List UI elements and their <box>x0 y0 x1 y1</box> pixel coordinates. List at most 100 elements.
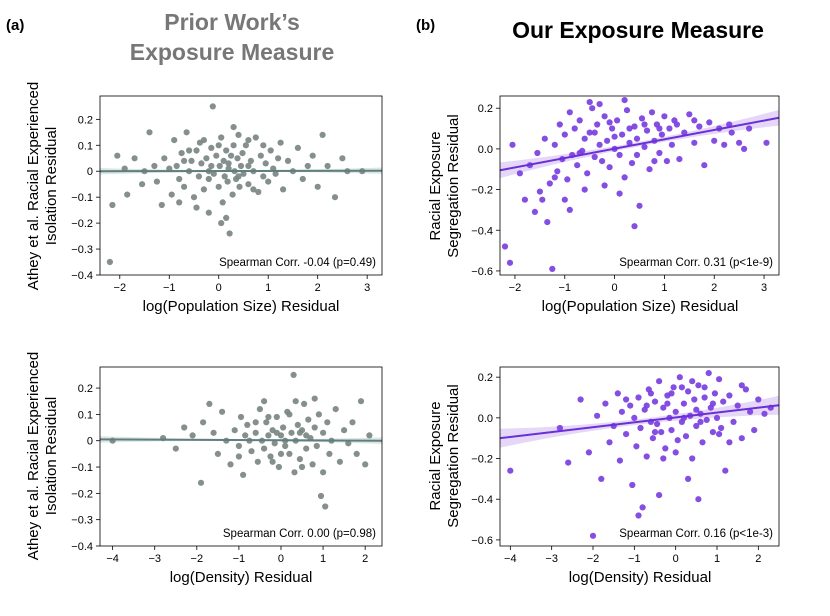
data-point <box>320 429 327 436</box>
data-point <box>551 141 558 148</box>
y-axis-label: Isolation Residual <box>43 397 60 515</box>
data-point <box>151 162 158 170</box>
data-point <box>190 194 198 201</box>
x-tick-label: 1 <box>320 553 326 565</box>
data-point <box>755 396 762 403</box>
data-point <box>627 402 634 409</box>
data-point <box>676 156 683 163</box>
data-point <box>242 432 249 439</box>
data-point <box>239 150 246 157</box>
data-point <box>219 408 226 415</box>
data-point <box>218 134 225 141</box>
data-point <box>549 265 556 272</box>
data-point <box>313 442 320 450</box>
data-point <box>277 450 285 457</box>
y-tick-label: −0.4 <box>71 541 93 553</box>
data-point <box>686 111 693 118</box>
data-point <box>709 400 717 407</box>
panel-b-bottom-chart: −4 −3 −2 −1 0 1 2 −0.6 −0.4 −0.2 0.0 0.2 Spearman Co… <box>427 366 780 586</box>
data-point <box>672 408 679 415</box>
data-point <box>193 204 200 211</box>
spearman-annotation: Spearman Corr. 0.00 (p=0.98) <box>223 528 376 540</box>
data-point <box>721 141 728 148</box>
x-tick-label: −1 <box>628 553 641 565</box>
data-point <box>658 131 666 138</box>
data-point <box>200 186 207 193</box>
data-point <box>290 371 297 378</box>
data-point <box>639 504 646 511</box>
data-point <box>248 448 255 455</box>
data-point <box>320 469 327 476</box>
data-point <box>696 123 703 130</box>
data-point <box>586 99 593 106</box>
data-point <box>631 123 638 130</box>
data-point <box>158 201 165 209</box>
data-point <box>584 170 591 177</box>
data-point <box>208 162 215 170</box>
data-point <box>673 121 681 128</box>
data-point <box>275 463 282 471</box>
data-point <box>252 419 259 426</box>
data-point <box>280 186 287 193</box>
data-point <box>296 456 303 463</box>
data-point <box>242 142 249 149</box>
data-point <box>234 155 241 162</box>
data-point <box>691 117 698 124</box>
data-point <box>262 160 269 167</box>
data-point <box>205 209 212 216</box>
data-point <box>254 458 261 465</box>
y-tick-label: 0.1 <box>78 409 93 421</box>
y-tick-label: −0.1 <box>71 192 93 204</box>
data-point <box>245 181 252 188</box>
data-point <box>261 445 268 452</box>
data-point <box>701 162 708 169</box>
data-point <box>611 133 618 140</box>
data-point <box>682 433 690 440</box>
y-tick-label: 0.2 <box>478 103 493 115</box>
data-point <box>324 162 331 170</box>
data-point <box>614 117 621 124</box>
data-point <box>189 432 196 439</box>
data-point <box>598 475 605 482</box>
data-point <box>121 165 128 172</box>
data-point <box>594 121 601 128</box>
data-point <box>741 145 748 152</box>
data-point <box>601 113 608 120</box>
data-point <box>206 400 213 407</box>
data-point <box>544 219 551 226</box>
data-point <box>219 199 226 206</box>
data-point <box>577 396 584 403</box>
data-point <box>695 496 702 503</box>
panel-a-top-chart: −2 −1 0 1 2 3 −0.4 −0.3 −0.2 −0.1 0 0.1 0.2 Spearman … <box>25 82 383 315</box>
data-point <box>591 129 598 136</box>
data-point <box>366 432 373 439</box>
spearman-annotation: Spearman Corr. 0.16 (p<1e-3) <box>619 528 773 540</box>
x-axis-label: log(Density) Residual <box>170 569 313 586</box>
data-point <box>216 162 223 170</box>
data-point <box>294 144 301 151</box>
data-point <box>736 139 743 146</box>
data-point <box>267 147 274 154</box>
y-tick-label: −0.6 <box>471 266 493 278</box>
y-tick-label: −0.4 <box>71 270 93 282</box>
data-point <box>596 101 603 108</box>
data-point <box>230 142 237 149</box>
data-point <box>564 176 571 183</box>
data-point <box>304 162 311 170</box>
data-point <box>303 432 310 439</box>
data-point <box>256 406 263 413</box>
data-point <box>637 424 644 432</box>
data-point <box>516 170 524 177</box>
data-point <box>738 382 745 389</box>
y-tick-label: −0.1 <box>71 462 93 474</box>
data-point <box>585 449 593 456</box>
data-point <box>681 129 688 136</box>
data-point <box>647 390 655 397</box>
data-point <box>591 153 598 161</box>
x-tick-label: 3 <box>761 282 767 294</box>
x-tick-label: 2 <box>711 282 717 294</box>
data-point <box>699 439 706 446</box>
data-point <box>349 419 356 426</box>
data-point <box>633 135 641 142</box>
